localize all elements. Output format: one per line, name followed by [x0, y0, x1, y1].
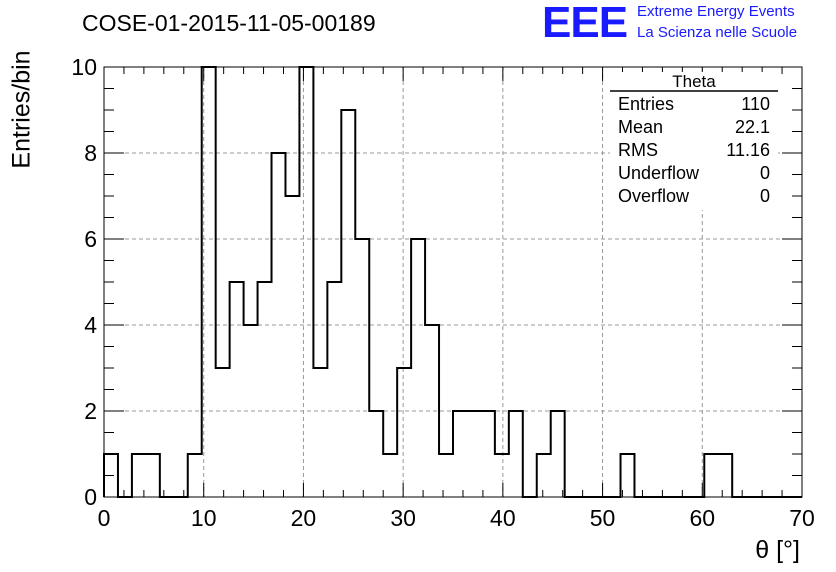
- stats-box: Theta Entries 110 Mean 22.1 RMS 11.16 Underflow…: [610, 72, 778, 210]
- stats-label: Overflow: [618, 186, 690, 206]
- x-tick-label: 40: [490, 505, 516, 531]
- logo-subtitle-line2: La Scienza nelle Scuole: [637, 24, 798, 41]
- y-tick-label: 2: [84, 398, 97, 424]
- axis-tick-labels: 0 10 20 30 40 50 60 70 0 2 4 6 8 10: [71, 54, 814, 531]
- run-title: COSE-01-2015-11-05-00189: [82, 10, 376, 36]
- stats-label: RMS: [618, 140, 658, 160]
- y-tick-label: 4: [84, 312, 97, 338]
- axis-ticks: [103, 66, 803, 498]
- stats-value: 0: [760, 163, 770, 183]
- eee-logo: EEE: [542, 0, 628, 47]
- x-tick-label: 10: [191, 505, 217, 531]
- logo-subtitle-line1: Extreme Energy Events: [637, 3, 795, 20]
- stats-label: Mean: [618, 117, 663, 137]
- y-tick-label: 10: [71, 54, 97, 80]
- stats-background: [610, 72, 778, 210]
- y-tick-label: 6: [84, 226, 97, 252]
- y-tick-label: 8: [84, 140, 97, 166]
- y-axis-label: Entries/bin: [7, 50, 36, 169]
- x-axis-label: θ [°]: [755, 536, 800, 564]
- x-tick-label: 60: [689, 505, 715, 531]
- stats-label: Underflow: [618, 163, 700, 183]
- x-tick-label: 70: [789, 505, 815, 531]
- stats-title: Theta: [672, 72, 716, 91]
- x-tick-label: 30: [390, 505, 416, 531]
- y-tick-label: 0: [84, 484, 97, 510]
- stats-label: Entries: [618, 94, 674, 114]
- x-tick-label: 20: [291, 505, 317, 531]
- stats-value: 11.16: [726, 140, 770, 160]
- x-tick-label: 0: [98, 505, 111, 531]
- stats-value: 110: [741, 94, 770, 114]
- stats-value: 0: [760, 186, 770, 206]
- x-tick-label: 50: [590, 505, 616, 531]
- stats-value: 22.1: [735, 117, 770, 137]
